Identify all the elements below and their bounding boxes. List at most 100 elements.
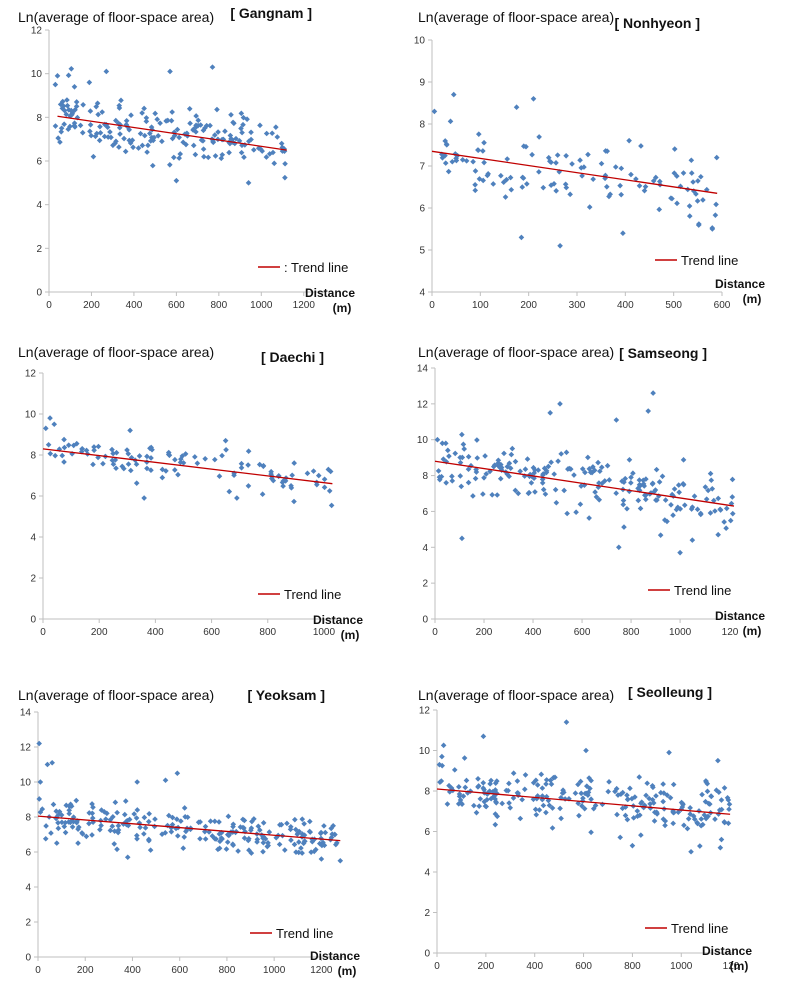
y-axis-title: Ln(average of floor-space area)	[418, 687, 614, 703]
scatter-point	[572, 790, 579, 797]
scatter-point	[177, 151, 184, 157]
scatter-point	[89, 832, 95, 838]
scatter-point	[661, 517, 668, 523]
scatter-point	[123, 117, 130, 124]
scatter-point	[121, 465, 127, 472]
scatter-point	[164, 822, 171, 829]
x-tick-label: 400	[617, 300, 634, 311]
scatter-point	[37, 779, 44, 785]
scatter-point	[681, 502, 688, 508]
scatter-point	[456, 791, 463, 797]
scatter-point	[540, 802, 547, 809]
scatter-point	[557, 243, 563, 249]
scatter-point	[464, 790, 471, 796]
scatter-point	[226, 488, 233, 495]
scatter-point	[507, 465, 514, 472]
scatter-point	[330, 823, 336, 829]
scatter-point	[561, 487, 567, 494]
scatter-point	[595, 459, 601, 466]
scatter-point	[687, 811, 693, 817]
scatter-point	[630, 815, 637, 821]
scatter-point	[337, 857, 344, 864]
scatter-point	[212, 153, 219, 159]
scatter-point	[480, 491, 486, 497]
scatter-point	[626, 137, 632, 144]
scatter-point	[197, 835, 203, 842]
x-tick-label: 400	[124, 965, 141, 976]
scatter-point	[650, 390, 656, 396]
scatter-point	[552, 486, 559, 493]
chart-title: [ Nonhyeon ]	[614, 15, 700, 31]
x-tick-label: 400	[147, 627, 164, 638]
scatter-point	[159, 831, 165, 838]
scatter-point	[445, 168, 452, 175]
scatter-point	[455, 801, 462, 807]
scatter-point	[599, 480, 605, 487]
scatter-point	[481, 474, 487, 481]
scatter-point	[721, 785, 728, 791]
scatter-point	[260, 462, 267, 469]
scatter-point	[322, 829, 329, 836]
scatter-point	[492, 821, 499, 828]
scatter-point	[677, 183, 684, 190]
scatter-point	[662, 822, 668, 829]
scatter-point	[495, 457, 502, 464]
scatter-point	[137, 130, 144, 137]
scatter-point	[174, 833, 181, 839]
scatter-point	[52, 452, 58, 459]
scatter-point	[577, 501, 584, 508]
scatter-point	[288, 485, 295, 491]
scatter-point	[101, 809, 108, 815]
scatter-point	[202, 836, 209, 842]
scatter-point	[567, 191, 573, 198]
scatter-point	[168, 829, 175, 835]
scatter-point	[628, 171, 634, 178]
scatter-point	[241, 835, 248, 841]
scatter-point	[260, 839, 267, 846]
scatter-point	[180, 845, 187, 852]
scatter-point	[167, 162, 173, 168]
scatter-point	[465, 453, 472, 460]
scatter-point	[90, 461, 96, 468]
scatter-point	[224, 839, 231, 845]
x-tick-label: 400	[525, 627, 542, 638]
scatter-point	[97, 123, 103, 130]
scatter-point	[291, 460, 297, 466]
scatter-point	[528, 480, 535, 486]
scatter-point	[684, 825, 691, 832]
scatter-point	[122, 148, 129, 155]
scatter-point	[725, 797, 732, 803]
scatter-point	[164, 117, 171, 124]
scatter-point	[473, 809, 480, 816]
y-tick-label: 0	[424, 949, 430, 960]
scatter-point	[55, 825, 62, 832]
scatter-point	[437, 779, 443, 785]
scatter-point	[503, 176, 510, 183]
scatter-point	[586, 515, 592, 521]
x-tick-label: 1000	[250, 300, 273, 311]
trend-line	[57, 115, 287, 151]
x-axis-title: Distance	[702, 944, 752, 958]
x-axis-unit: (m)	[743, 624, 762, 638]
scatter-point	[686, 213, 693, 219]
scatter-point	[55, 820, 61, 826]
scatter-point	[211, 818, 218, 825]
scatter-point	[657, 532, 664, 538]
scatter-point	[178, 818, 184, 824]
scatter-point	[230, 119, 236, 126]
scatter-point	[154, 116, 161, 123]
scatter-point	[216, 819, 222, 825]
scatter-point	[147, 130, 153, 137]
scatter-point	[558, 794, 564, 801]
scatter-point	[613, 417, 620, 423]
scatter-point	[184, 130, 190, 137]
scatter-point	[650, 784, 656, 791]
scatter-point	[480, 177, 486, 184]
scatter-point	[573, 509, 579, 516]
scatter-point	[534, 782, 541, 788]
scatter-point	[694, 198, 701, 204]
scatter-point	[310, 468, 317, 474]
scatter-point	[553, 188, 559, 194]
scatter-point	[442, 440, 449, 447]
trend-line	[431, 150, 718, 194]
